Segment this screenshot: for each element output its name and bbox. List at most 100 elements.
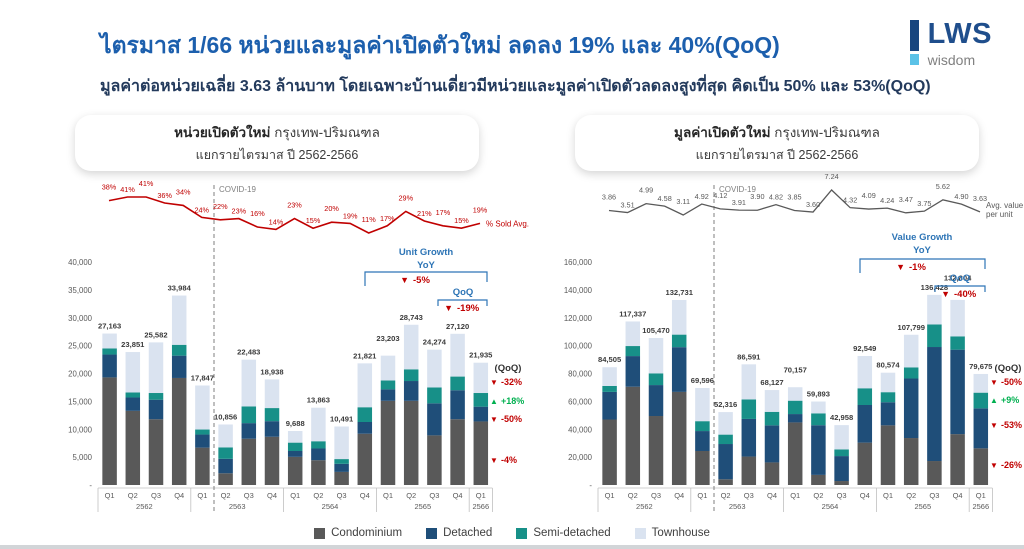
bar-segment-condominium	[811, 474, 826, 485]
bar-total-label: 105,470	[642, 326, 669, 335]
year-label: 2562	[136, 502, 153, 511]
quarter-label: Q4	[360, 491, 370, 500]
bar-segment-townhouse	[787, 387, 803, 401]
line-series-label: % Sold Avg.	[486, 219, 529, 228]
bar-segment-townhouse	[648, 338, 664, 374]
bar-segment-detached	[195, 434, 210, 448]
bar-total-label: 68,127	[760, 378, 783, 387]
bar-total-label: 33,984	[168, 284, 192, 293]
yoy-bracket	[859, 258, 986, 273]
line-point-label: 4.24	[880, 196, 894, 205]
bar-segment-semi-detached	[218, 447, 233, 459]
yoy-value: -5%	[413, 275, 430, 286]
bar-segment-semi-detached	[403, 369, 419, 382]
qoq-arrow-icon: ▼	[941, 289, 950, 299]
legend-swatch	[516, 527, 528, 539]
y-tick-label: 40,000	[568, 425, 593, 434]
bar-segment-semi-detached	[311, 441, 326, 449]
bar-segment-townhouse	[625, 321, 641, 347]
bar-segment-condominium	[473, 421, 489, 485]
bar-segment-semi-detached	[718, 434, 733, 445]
quarter-label: Q4	[767, 491, 777, 500]
y-axis: 40,000 35,000 30,000 25,000 20,000 15,000 10,0…	[68, 258, 93, 490]
year-label: 2564	[822, 502, 839, 511]
bar-segment-condominium	[403, 400, 419, 485]
bar-segment-townhouse	[880, 372, 896, 393]
bar-segment-detached	[357, 422, 373, 434]
quarter-label: Q2	[813, 491, 823, 500]
value-chart-title-card: มูลค่าเปิดตัวใหม่ กรุงเทพ-ปริมณฑล แยกราย…	[575, 115, 979, 171]
qoq-row-value: -53%	[1001, 420, 1022, 430]
line-point-label: 4.32	[843, 196, 857, 205]
bar-segment-townhouse	[973, 373, 989, 393]
line-point-label: 3.85	[787, 193, 801, 202]
qoq-title: QoQ	[950, 273, 971, 284]
bar-segment-condominium	[171, 377, 187, 485]
growth-period: YoY	[417, 260, 435, 271]
bar-total-label: 80,574	[876, 361, 900, 370]
quarter-label: Q2	[128, 491, 138, 500]
bar-segment-semi-detached	[857, 388, 873, 405]
bar-segment-townhouse	[473, 362, 489, 394]
line-point-label: 3.51	[620, 201, 634, 210]
bar-segment-townhouse	[695, 388, 710, 422]
quarter-label: Q3	[837, 491, 847, 500]
qoq-arrow-icon: ▼	[444, 303, 453, 313]
qoq-panel-header: (QoQ)	[995, 363, 1022, 374]
line-point-label: 34%	[176, 187, 191, 196]
quarter-label: Q3	[929, 491, 939, 500]
bar-segment-townhouse	[311, 407, 326, 442]
qoq-value: -40%	[954, 289, 977, 300]
yoy-value: -1%	[909, 262, 926, 273]
bar-segment-townhouse	[264, 379, 280, 409]
bar-segment-detached	[880, 402, 896, 426]
qoq-row-arrow-icon: ▼	[990, 378, 998, 387]
units-chart-title-bold: หน่วยเปิดตัวใหม่	[174, 125, 271, 140]
bar-total-label: 132,804	[944, 273, 972, 282]
bar-segment-townhouse	[102, 333, 117, 349]
bar-segment-semi-detached	[380, 380, 396, 390]
bar-segment-condominium	[195, 447, 210, 485]
qoq-row-arrow-icon: ▲	[490, 397, 498, 406]
bar-segment-townhouse	[287, 430, 303, 443]
y-tick-label: 25,000	[68, 342, 93, 351]
bar-segment-detached	[811, 425, 826, 475]
bar-segment-condominium	[602, 419, 617, 485]
quarter-label: Q3	[651, 491, 661, 500]
bar-segment-semi-detached	[903, 367, 919, 379]
units-chart-title-rest: กรุงเทพ-ปริมณฑล	[270, 125, 380, 140]
legend-swatch	[426, 527, 438, 539]
qoq-row-value: -50%	[501, 414, 522, 424]
quarter-label: Q4	[674, 491, 684, 500]
bar-segment-townhouse	[927, 294, 942, 325]
bar-segment-detached	[741, 418, 757, 457]
value-chart-title: มูลค่าเปิดตัวใหม่ กรุงเทพ-ปริมณฑล	[674, 121, 880, 143]
line-point-label: 23%	[232, 207, 247, 216]
bar-segment-semi-detached	[695, 421, 710, 432]
line-point-label: 3.63	[973, 194, 987, 203]
quarter-label: Q3	[429, 491, 439, 500]
bar-segment-detached	[625, 356, 641, 387]
bar-segment-detached	[473, 406, 489, 422]
quarter-label: Q2	[628, 491, 638, 500]
bar-segment-townhouse	[718, 412, 733, 435]
page-title: ไตรมาส 1/66 หน่วยและมูลค่าเปิดตัวใหม่ ลด…	[100, 32, 780, 58]
y-tick-label: 140,000	[564, 286, 593, 295]
bar-total-label: 84,505	[598, 355, 622, 364]
bar-segment-detached	[648, 385, 664, 417]
line-point-label: 29%	[398, 193, 413, 202]
quarter-label: Q1	[105, 491, 115, 500]
line-point-label: 7.24	[824, 172, 838, 181]
bar-segment-semi-detached	[125, 392, 141, 398]
legend-label: Semi-detached	[533, 527, 611, 539]
bar-segment-semi-detached	[625, 346, 641, 357]
quarter-label: Q1	[290, 491, 300, 500]
y-tick-label: 120,000	[564, 314, 593, 323]
line-point-label: 3.90	[750, 192, 764, 201]
year-label: 2562	[636, 502, 653, 511]
growth-title: Value Growth	[892, 232, 953, 243]
bar-segment-townhouse	[357, 363, 373, 408]
quarter-label: Q1	[605, 491, 615, 500]
